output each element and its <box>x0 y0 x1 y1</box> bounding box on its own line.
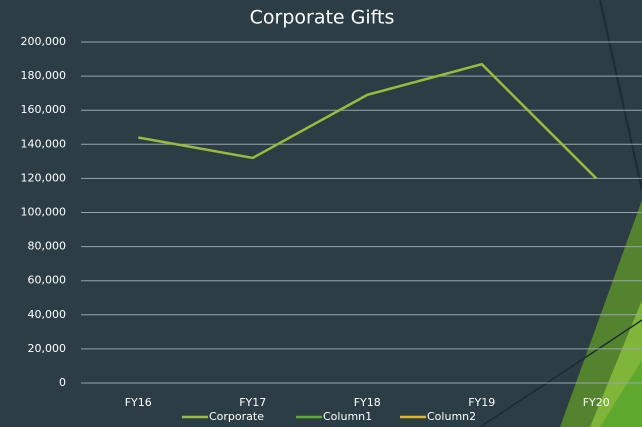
y-tick-label: 60,000 <box>28 274 67 287</box>
y-tick-label: 160,000 <box>21 103 67 116</box>
x-tick-label: FY16 <box>125 396 152 409</box>
y-tick-label: 100,000 <box>21 206 67 219</box>
decoration <box>599 0 642 191</box>
legend-label: Column1 <box>323 410 372 423</box>
legend-label: Column2 <box>427 410 476 423</box>
y-tick-label: 40,000 <box>28 308 67 321</box>
decoration <box>600 360 642 427</box>
y-tick-label: 80,000 <box>28 240 67 253</box>
y-tick-label: 200,000 <box>21 35 67 48</box>
line-series <box>138 62 598 180</box>
chart-title: Corporate Gifts <box>250 7 395 29</box>
x-tick-label: FY20 <box>583 396 610 409</box>
y-tick-label: 180,000 <box>21 69 67 82</box>
x-tick-label: FY17 <box>239 396 266 409</box>
y-tick-label: 0 <box>59 376 66 389</box>
y-tick-label: 20,000 <box>28 342 67 355</box>
x-tick-label: FY18 <box>354 396 381 409</box>
decoration <box>479 319 642 427</box>
x-tick-label: FY19 <box>468 396 495 409</box>
y-tick-label: 140,000 <box>21 137 67 150</box>
legend-label: Corporate <box>209 410 264 423</box>
y-tick-label: 120,000 <box>21 171 67 184</box>
